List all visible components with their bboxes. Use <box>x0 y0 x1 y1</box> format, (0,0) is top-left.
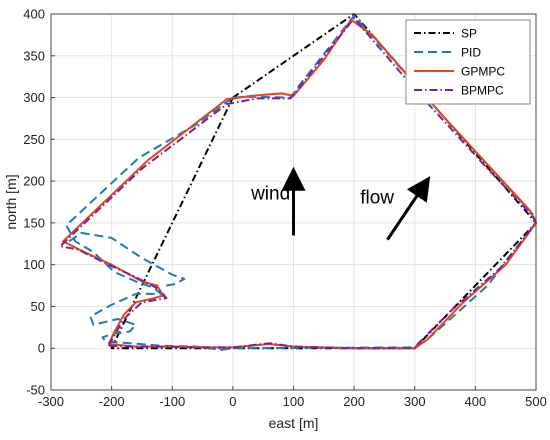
plot-frame <box>50 13 537 391</box>
x-tick-labels: -300 -200 -100 0 100 200 300 400 500 <box>38 394 547 409</box>
y-tick-label: 150 <box>23 215 45 230</box>
legend-label-bpmpc: BPMPC <box>461 84 504 98</box>
y-tick-label: 350 <box>23 48 45 63</box>
x-tick-label: -200 <box>99 394 125 409</box>
x-tick-label: -100 <box>159 394 185 409</box>
y-tick-labels: -50 0 50 100 150 200 250 300 350 400 <box>23 7 45 398</box>
series-pid-loop <box>68 231 186 287</box>
x-tick-label: 0 <box>229 394 236 409</box>
series-layer <box>59 13 537 351</box>
x-tick-label: 300 <box>404 394 426 409</box>
annotation-wind: wind <box>250 183 290 204</box>
series-bpmpc-line <box>59 17 537 350</box>
y-tick-label: 200 <box>23 174 45 189</box>
x-tick-label: 100 <box>283 394 305 409</box>
y-tick-label: 250 <box>23 132 45 147</box>
x-tick-label: 500 <box>525 394 547 409</box>
legend: SP PID GPMPC BPMPC <box>405 19 531 105</box>
y-tick-label: 300 <box>23 90 45 105</box>
x-tick-label: -300 <box>38 394 64 409</box>
direction-arrow <box>386 176 431 241</box>
y-tick-label: 100 <box>23 257 45 272</box>
x-tick-label: 200 <box>343 394 365 409</box>
y-axis-label: north [m] <box>3 174 19 229</box>
y-tick-label: -50 <box>26 383 45 398</box>
y-tick-label: 0 <box>38 341 45 356</box>
legend-label-sp: SP <box>461 27 477 41</box>
arrow-layer <box>281 166 431 241</box>
legend-box <box>405 19 531 105</box>
y-tick-label: 400 <box>23 7 45 22</box>
annotation-layer: wind flow <box>250 183 394 208</box>
x-axis-label: east [m] <box>269 415 319 431</box>
legend-label-pid: PID <box>461 46 481 60</box>
x-tick-label: 400 <box>465 394 487 409</box>
legend-label-gpmpc: GPMPC <box>461 65 505 79</box>
y-tick-label: 50 <box>31 299 45 314</box>
annotation-flow: flow <box>360 188 394 209</box>
